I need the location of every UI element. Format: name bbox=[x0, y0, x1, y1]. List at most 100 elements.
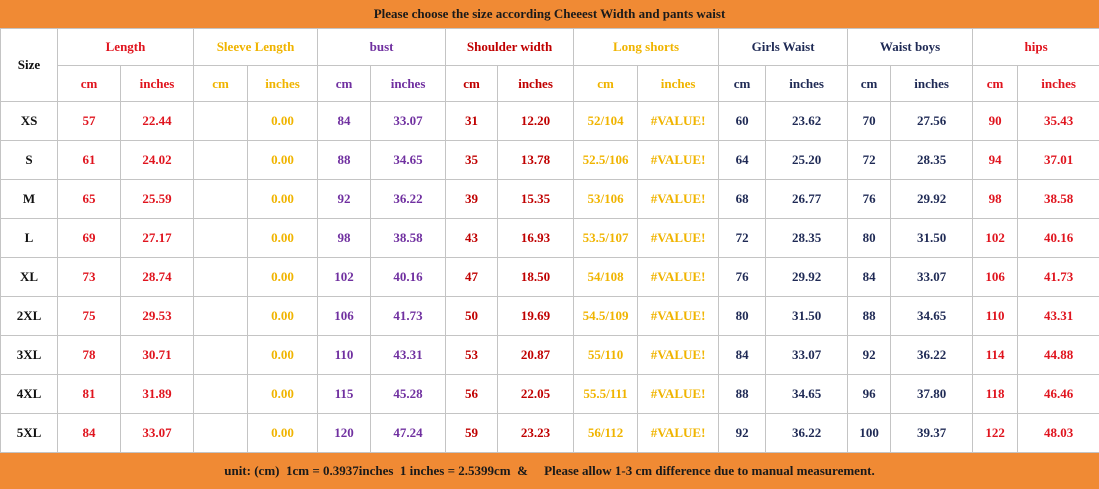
cell: 47 bbox=[445, 257, 499, 297]
cell: #VALUE! bbox=[637, 296, 720, 336]
cell: 40.16 bbox=[370, 257, 447, 297]
cell: 56 bbox=[445, 374, 499, 414]
cell bbox=[193, 374, 249, 414]
size-row: XL 73 28.74 0.00 102 40.16 47 18.50 54/108 #VALUE… bbox=[0, 257, 1099, 297]
size-row: 3XL 78 30.71 0.00 110 43.31 53 20.87 55/110 #VALU… bbox=[0, 335, 1099, 375]
cell: 0.00 bbox=[247, 296, 319, 336]
cell: 57 bbox=[57, 101, 121, 141]
group-header: Girls Waist bbox=[718, 28, 849, 66]
size-row: M 65 25.59 0.00 92 36.22 39 15.35 53/106 #VALUE! 6… bbox=[0, 179, 1099, 219]
cell: 69 bbox=[57, 218, 121, 258]
cell: 23.23 bbox=[497, 413, 575, 453]
unit-header: inches bbox=[637, 65, 720, 102]
cell: 30.71 bbox=[119, 335, 195, 375]
cell: 50 bbox=[445, 296, 499, 336]
cell: 0.00 bbox=[247, 101, 319, 141]
cell: 35 bbox=[445, 140, 499, 180]
size-row: L 69 27.17 0.00 98 38.58 43 16.93 53.5/107 #VALUE… bbox=[0, 218, 1099, 258]
cell: 120 bbox=[317, 413, 372, 453]
cell: 92 bbox=[317, 179, 372, 219]
cell: #VALUE! bbox=[637, 101, 720, 141]
cell: 0.00 bbox=[247, 179, 319, 219]
cell: 38.58 bbox=[1017, 179, 1099, 219]
cell: 41.73 bbox=[1017, 257, 1099, 297]
size-row: S 61 24.02 0.00 88 34.65 35 13.78 52.5/106 #VALUE… bbox=[0, 140, 1099, 180]
cell: 72 bbox=[718, 218, 767, 258]
cell: 28.74 bbox=[119, 257, 195, 297]
cell: 36.22 bbox=[370, 179, 447, 219]
cell: 36.22 bbox=[890, 335, 974, 375]
unit-header: cm bbox=[317, 65, 372, 102]
cell: 31 bbox=[445, 101, 499, 141]
unit-header: cm bbox=[972, 65, 1019, 102]
unit-header: cm bbox=[57, 65, 121, 102]
cell: 28.35 bbox=[890, 140, 974, 180]
cell: 27.56 bbox=[890, 101, 974, 141]
cell: 35.43 bbox=[1017, 101, 1099, 141]
unit-header: cm bbox=[445, 65, 499, 102]
cell: 84 bbox=[57, 413, 121, 453]
unit-header: cm bbox=[573, 65, 639, 102]
cell: 34.65 bbox=[370, 140, 447, 180]
group-header-row: Size Length Sleeve Length bust Shoulder widt… bbox=[0, 28, 1099, 102]
cell: 33.07 bbox=[890, 257, 974, 297]
cell: 33.07 bbox=[119, 413, 195, 453]
cell: 0.00 bbox=[247, 257, 319, 297]
cell: 78 bbox=[57, 335, 121, 375]
cell: 37.80 bbox=[890, 374, 974, 414]
cell: 61 bbox=[57, 140, 121, 180]
cell: 80 bbox=[718, 296, 767, 336]
unit-header: inches bbox=[119, 65, 195, 102]
cell: 13.78 bbox=[497, 140, 575, 180]
cell bbox=[193, 335, 249, 375]
cell: 0.00 bbox=[247, 335, 319, 375]
cell: 53.5/107 bbox=[573, 218, 639, 258]
cell: 41.73 bbox=[370, 296, 447, 336]
cell: 19.69 bbox=[497, 296, 575, 336]
title-bar: Please choose the size according Cheeest… bbox=[0, 0, 1099, 29]
cell: 39 bbox=[445, 179, 499, 219]
cell: 20.87 bbox=[497, 335, 575, 375]
group-header: Shoulder width bbox=[445, 28, 575, 66]
cell: 23.62 bbox=[765, 101, 849, 141]
footer-note: unit: (cm) 1cm = 0.3937inches 1 inches =… bbox=[0, 453, 1099, 489]
cell: 12.20 bbox=[497, 101, 575, 141]
cell: 72 bbox=[847, 140, 892, 180]
cell: 122 bbox=[972, 413, 1019, 453]
cell: 100 bbox=[847, 413, 892, 453]
cell: 76 bbox=[718, 257, 767, 297]
cell: 31.50 bbox=[890, 218, 974, 258]
cell: 22.05 bbox=[497, 374, 575, 414]
size-row: 5XL 84 33.07 0.00 120 47.24 59 23.23 56/112 #VALU… bbox=[0, 413, 1099, 453]
cell: 47.24 bbox=[370, 413, 447, 453]
cell: 115 bbox=[317, 374, 372, 414]
cell: 22.44 bbox=[119, 101, 195, 141]
cell: 96 bbox=[847, 374, 892, 414]
cell bbox=[193, 296, 249, 336]
cell: 45.28 bbox=[370, 374, 447, 414]
cell bbox=[193, 413, 249, 453]
cell: 25.59 bbox=[119, 179, 195, 219]
cell: 26.77 bbox=[765, 179, 849, 219]
cell: 94 bbox=[972, 140, 1019, 180]
cell: 88 bbox=[847, 296, 892, 336]
cell: 84 bbox=[847, 257, 892, 297]
cell: 55/110 bbox=[573, 335, 639, 375]
size-header: Size bbox=[0, 28, 58, 102]
group-header: hips bbox=[972, 28, 1099, 66]
size-label: S bbox=[0, 140, 58, 180]
group-header: Length bbox=[56, 28, 195, 66]
cell: 29.53 bbox=[119, 296, 195, 336]
cell: #VALUE! bbox=[637, 179, 720, 219]
cell: 46.46 bbox=[1017, 374, 1099, 414]
size-table: Size Length Sleeve Length bust Shoulder widt… bbox=[0, 28, 1099, 453]
cell: 73 bbox=[57, 257, 121, 297]
cell: 29.92 bbox=[765, 257, 849, 297]
unit-header: cm bbox=[718, 65, 767, 102]
cell: 88 bbox=[317, 140, 372, 180]
group-header: Sleeve Length bbox=[193, 28, 319, 66]
cell: 43.31 bbox=[1017, 296, 1099, 336]
cell: 114 bbox=[972, 335, 1019, 375]
unit-header: cm bbox=[847, 65, 892, 102]
cell: 39.37 bbox=[890, 413, 974, 453]
